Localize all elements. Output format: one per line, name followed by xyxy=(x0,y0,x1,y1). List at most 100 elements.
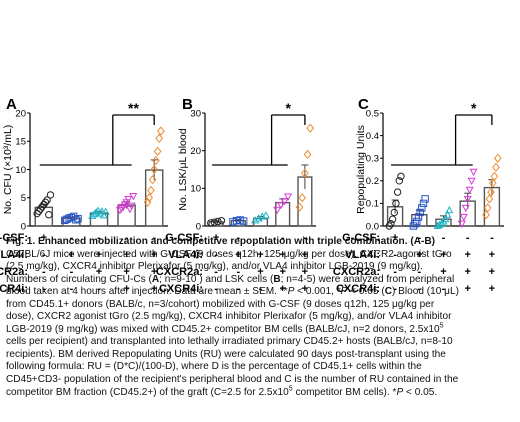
data-point xyxy=(465,186,474,195)
caption-line-2: C57BL/6J mice were injected with G-CSF (… xyxy=(6,248,452,260)
caption-line-8: LGB-2019 (9 mg/kg) was mixed with CD45.2… xyxy=(6,322,444,335)
design-sign: - xyxy=(70,283,74,295)
figure-caption: Fig. 1. Enhanced mobilization and compet… xyxy=(6,236,514,399)
design-sign: + xyxy=(151,249,157,261)
panel-label: C xyxy=(358,96,369,113)
y-tick-label: 5 xyxy=(21,193,26,204)
data-point xyxy=(421,195,429,203)
data-point xyxy=(463,195,472,204)
caption-line-1: Fig. 1. Enhanced mobilization and compet… xyxy=(6,236,435,247)
data-point xyxy=(92,208,101,216)
data-point xyxy=(301,168,309,178)
data-point xyxy=(419,199,428,208)
data-point xyxy=(280,198,289,206)
data-point xyxy=(129,192,138,201)
data-point xyxy=(469,168,478,176)
design-sign: + xyxy=(302,249,308,261)
design-row-label: G-CSF: xyxy=(165,232,203,244)
design-sign: + xyxy=(123,283,129,295)
y-tick-label: 0.1 xyxy=(366,199,379,210)
y-tick-label: 0.4 xyxy=(366,131,379,142)
data-point xyxy=(273,206,282,215)
design-sign: - xyxy=(259,283,263,295)
data-point xyxy=(90,209,99,218)
data-point xyxy=(441,214,450,223)
data-point xyxy=(74,214,82,223)
panel-A: A No. CFU (×10³/mL) 0 5 10 15 20 ** G-CSF: + - - - - V… xyxy=(0,96,168,295)
data-point xyxy=(284,193,293,201)
data-point xyxy=(387,220,395,228)
caption-line-4: Numbers of circulating CFU-Cs (A; n=9-10… xyxy=(6,273,455,285)
design-sign: - xyxy=(466,232,470,244)
data-point xyxy=(295,202,304,212)
data-point xyxy=(395,177,403,185)
design-sign: + xyxy=(279,249,285,261)
design-row-label: G-CSF: xyxy=(342,232,380,244)
design-sign: + xyxy=(96,249,102,261)
data-point xyxy=(390,208,398,217)
data-point xyxy=(97,207,106,215)
data-point xyxy=(418,204,426,212)
design-sign: + xyxy=(392,232,398,244)
data-point xyxy=(435,220,444,228)
design-sign: - xyxy=(214,249,218,261)
caption-line-3: (2.5 mg/kg), CXCR4 inhibitor Plerixafor … xyxy=(6,261,423,273)
data-point xyxy=(251,216,260,224)
data-point xyxy=(445,205,454,214)
data-point xyxy=(457,220,466,228)
caption-line-7: dose), CXCR2 agonist tGro (2.5 mg/kg), C… xyxy=(6,311,452,323)
data-point xyxy=(152,155,160,166)
design-sign: + xyxy=(257,249,263,261)
data-point xyxy=(493,153,502,163)
design-row-label: CXCR2a: xyxy=(0,266,28,278)
design-row-label: CXCR2a: xyxy=(333,266,380,278)
design-sign: - xyxy=(70,266,74,278)
data-point xyxy=(490,171,499,181)
data-point xyxy=(147,185,155,196)
data-point xyxy=(117,205,126,213)
data-point xyxy=(298,193,307,203)
data-point xyxy=(392,199,400,208)
data-point xyxy=(276,201,285,210)
data-point xyxy=(101,207,110,215)
design-sign: - xyxy=(42,266,46,278)
design-sign: - xyxy=(442,283,446,295)
y-tick-label: 10 xyxy=(190,184,201,195)
design-sign: - xyxy=(259,232,263,244)
design-sign: - xyxy=(214,266,218,278)
design-sign: + xyxy=(489,283,495,295)
design-sign: + xyxy=(279,283,285,295)
data-point xyxy=(437,219,446,227)
design-sign: - xyxy=(214,283,218,295)
design-row-label: CXCR2a: xyxy=(156,266,203,278)
design-sign: + xyxy=(123,266,129,278)
data-point xyxy=(483,203,492,213)
data-point xyxy=(254,214,263,222)
design-sign: + xyxy=(96,266,102,278)
panel-label: B xyxy=(182,96,193,113)
design-sign: - xyxy=(417,232,421,244)
data-point xyxy=(43,196,51,204)
design-sign: + xyxy=(440,249,446,261)
data-point xyxy=(124,195,133,204)
data-point xyxy=(459,213,468,222)
design-sign: - xyxy=(236,283,240,295)
data-point xyxy=(461,204,470,213)
caption-line-12: CD45+CD3- population of the recipient's … xyxy=(6,374,459,386)
design-row-label: VLA4i: xyxy=(0,249,28,261)
design-sign: + xyxy=(489,249,495,261)
y-tick-label: 0.5 xyxy=(366,108,379,119)
data-point xyxy=(153,146,162,157)
data-point xyxy=(217,217,226,225)
design-sign: + xyxy=(151,266,157,278)
data-point xyxy=(482,210,490,220)
data-point xyxy=(488,178,497,188)
data-point xyxy=(492,162,500,172)
data-point xyxy=(413,217,421,226)
design-sign: + xyxy=(213,232,219,244)
data-point xyxy=(214,217,222,226)
y-tick-label: 0.0 xyxy=(366,221,379,232)
data-point xyxy=(485,194,494,204)
design-sign: - xyxy=(236,266,240,278)
design-sign: + xyxy=(464,283,470,295)
